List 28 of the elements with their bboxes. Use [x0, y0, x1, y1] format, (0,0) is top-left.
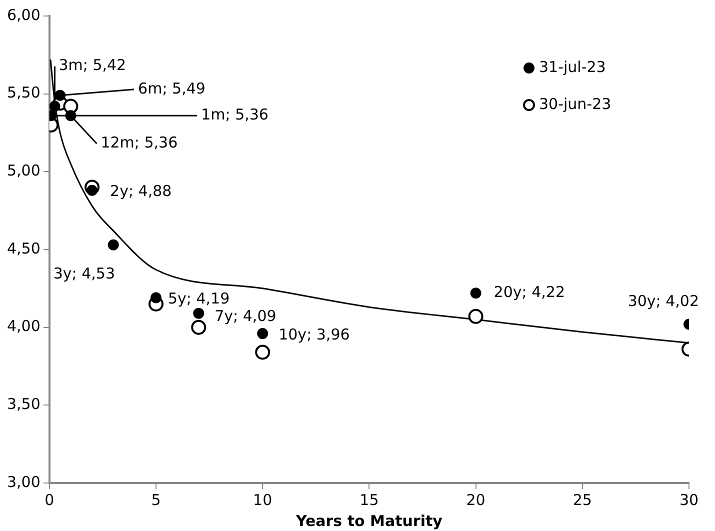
x-tick-label: 5 [151, 490, 161, 509]
data-label: 3y; 4,53 [53, 264, 115, 283]
y-tick-label: 4,00 [6, 317, 40, 336]
data-label: 5y; 4,19 [168, 290, 230, 308]
data-label: 2y; 4,88 [110, 182, 172, 200]
legend-label: 31-jul-23 [539, 58, 606, 76]
y-tick-label: 5,50 [6, 84, 40, 102]
x-axis-title: Years to Maturity [294, 512, 443, 530]
data-label: 30y; 4,02 [628, 292, 699, 310]
data-label: 1m; 5,36 [201, 106, 268, 124]
x-tick-label: 10 [253, 490, 272, 509]
data-label: 6m; 5,49 [138, 79, 206, 98]
y-tick-label: 4,50 [6, 239, 40, 258]
y-tick-label: 6,00 [6, 6, 40, 24]
data-label: 12m; 5,36 [100, 134, 178, 152]
data-label: 20y; 4,22 [494, 282, 565, 301]
y-tick-label: 3,50 [6, 395, 40, 414]
data-label: 10y; 3,96 [278, 325, 350, 344]
x-tick-label: 20 [466, 490, 486, 509]
x-tick-label: 25 [572, 490, 592, 509]
y-tick-label: 3,00 [6, 472, 40, 491]
data-label: 3m; 5,42 [58, 56, 126, 74]
y-tick-label: 5,00 [6, 162, 40, 180]
x-tick-label: 30 [679, 490, 699, 509]
data-label: 7y; 4,09 [214, 307, 276, 326]
x-tick-label: 0 [44, 490, 54, 509]
legend-label: 30-jun-23 [539, 94, 612, 113]
x-tick-label: 15 [360, 490, 379, 509]
